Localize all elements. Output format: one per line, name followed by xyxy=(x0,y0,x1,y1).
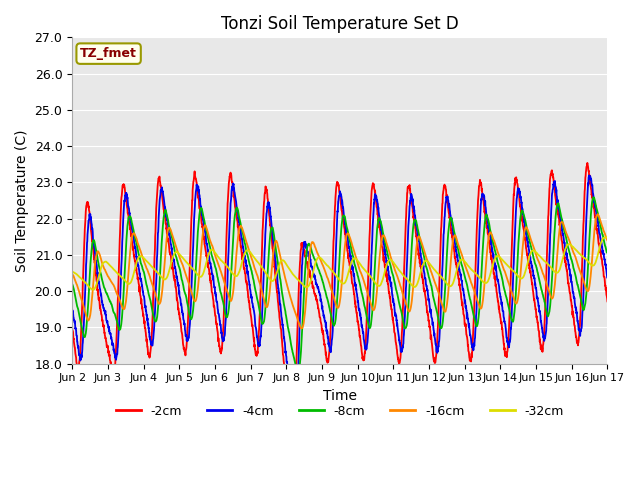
-16cm xyxy=(557,222,564,228)
-2cm xyxy=(604,299,611,304)
X-axis label: Time: Time xyxy=(323,389,356,403)
-4cm xyxy=(557,215,564,221)
-4cm xyxy=(218,331,225,336)
Line: -16cm: -16cm xyxy=(72,214,607,328)
Title: Tonzi Soil Temperature Set D: Tonzi Soil Temperature Set D xyxy=(221,15,459,33)
-8cm xyxy=(218,292,225,298)
-2cm xyxy=(572,328,579,334)
-2cm xyxy=(557,227,564,233)
-8cm xyxy=(572,271,579,277)
-2cm xyxy=(355,327,363,333)
-2cm xyxy=(367,203,375,208)
-8cm xyxy=(294,371,301,376)
-16cm xyxy=(68,272,76,277)
-16cm xyxy=(594,211,602,217)
-16cm xyxy=(298,325,305,331)
-32cm xyxy=(355,260,363,266)
-4cm xyxy=(572,303,579,309)
-2cm xyxy=(68,324,76,330)
-8cm xyxy=(68,281,76,287)
Legend: -2cm, -4cm, -8cm, -16cm, -32cm: -2cm, -4cm, -8cm, -16cm, -32cm xyxy=(111,400,569,423)
-32cm xyxy=(68,269,76,275)
-32cm xyxy=(90,287,97,292)
-32cm xyxy=(602,234,609,240)
-2cm xyxy=(584,160,591,166)
-4cm xyxy=(495,287,503,293)
Line: -2cm: -2cm xyxy=(72,163,607,434)
-4cm xyxy=(355,306,363,312)
-16cm xyxy=(355,266,363,272)
Text: TZ_fmet: TZ_fmet xyxy=(80,47,137,60)
-4cm xyxy=(291,414,299,420)
-16cm xyxy=(495,254,503,260)
-32cm xyxy=(218,258,225,264)
-16cm xyxy=(218,270,225,276)
-32cm xyxy=(557,265,564,271)
-8cm xyxy=(604,250,611,256)
-4cm xyxy=(604,275,611,281)
-16cm xyxy=(604,238,611,243)
-16cm xyxy=(572,253,579,259)
-8cm xyxy=(367,322,375,327)
Y-axis label: Soil Temperature (C): Soil Temperature (C) xyxy=(15,129,29,272)
Line: -4cm: -4cm xyxy=(72,175,607,417)
-4cm xyxy=(367,269,375,275)
-8cm xyxy=(557,209,564,215)
Line: -32cm: -32cm xyxy=(72,237,607,289)
-16cm xyxy=(367,301,375,307)
-32cm xyxy=(495,254,503,260)
-8cm xyxy=(495,265,503,271)
-2cm xyxy=(495,309,503,315)
-4cm xyxy=(585,172,593,178)
-2cm xyxy=(289,432,296,437)
Line: -8cm: -8cm xyxy=(72,197,607,373)
-8cm xyxy=(589,194,597,200)
-4cm xyxy=(68,306,76,312)
-32cm xyxy=(604,235,611,240)
-32cm xyxy=(572,246,579,252)
-32cm xyxy=(367,275,375,280)
-2cm xyxy=(218,348,225,354)
-8cm xyxy=(355,278,363,284)
